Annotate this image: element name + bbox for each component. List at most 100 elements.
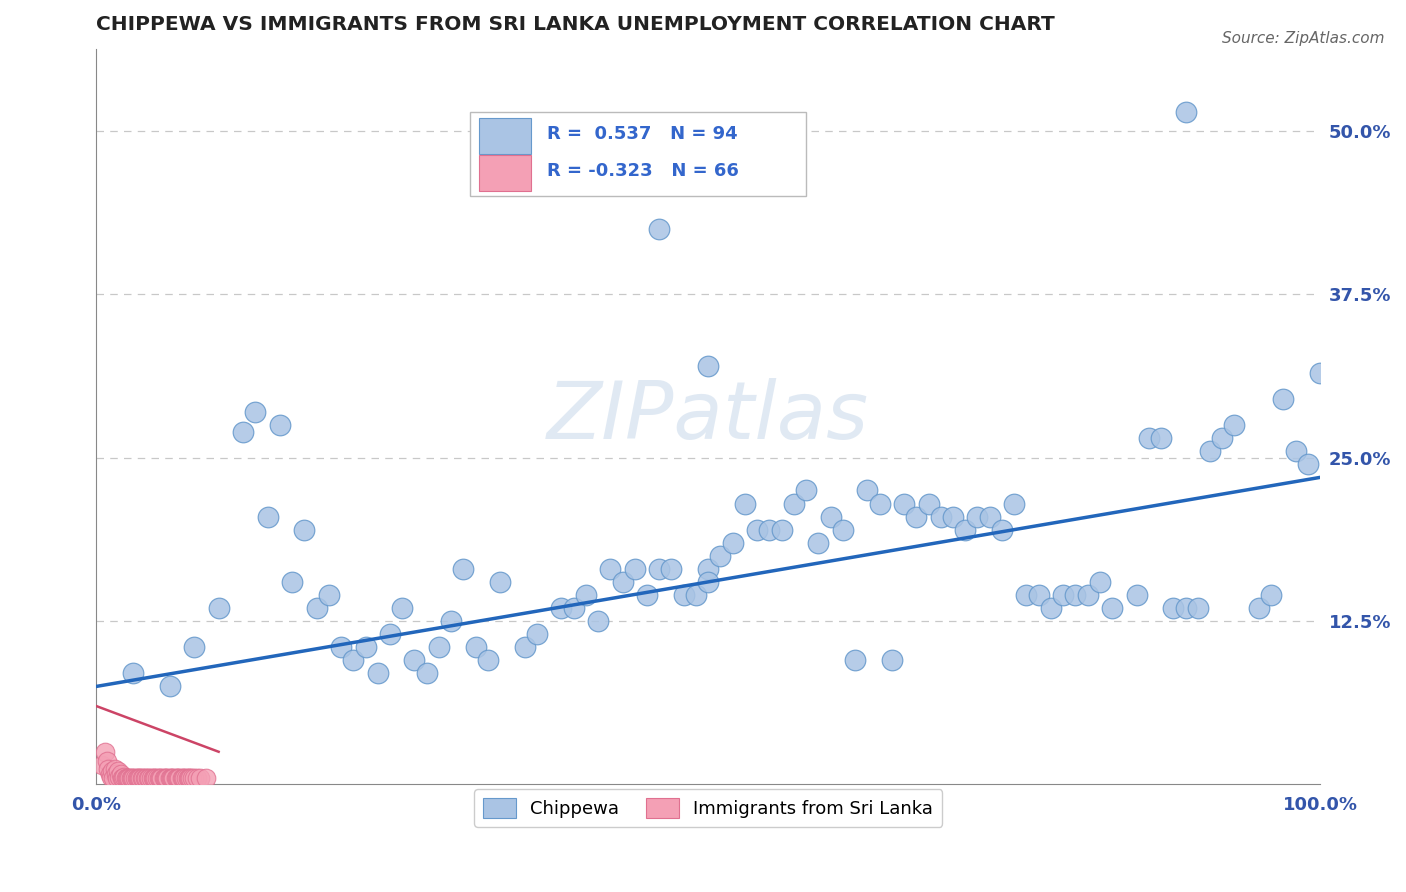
Point (929, 509, 952, 524)
Point (807, 535, 830, 549)
Point (721, 535, 744, 549)
FancyBboxPatch shape (479, 154, 530, 191)
Point (159, 680, 181, 694)
Point (893, 496, 915, 510)
Point (107, 764, 129, 779)
Point (330, 640, 353, 655)
Point (1137, 431, 1160, 445)
Point (232, 425, 254, 439)
Point (120, 771, 142, 785)
Point (623, 562, 645, 576)
Point (1272, 392, 1295, 406)
Point (770, 523, 793, 537)
Point (117, 771, 139, 785)
Point (991, 523, 1014, 537)
Point (905, 509, 928, 524)
Point (440, 614, 463, 628)
Point (104, 762, 127, 776)
Legend: Chippewa, Immigrants from Sri Lanka: Chippewa, Immigrants from Sri Lanka (474, 789, 942, 827)
Point (108, 770, 131, 784)
Point (1199, 444, 1222, 458)
Point (404, 653, 426, 667)
Point (179, 771, 201, 785)
Point (91, 757, 114, 772)
Point (269, 418, 291, 433)
Point (415, 666, 437, 681)
Point (513, 640, 536, 655)
Point (148, 771, 170, 785)
Point (1296, 458, 1319, 472)
Point (96, 754, 118, 768)
Point (1161, 601, 1184, 615)
Point (112, 771, 135, 785)
Point (141, 771, 163, 785)
Point (152, 771, 174, 785)
Point (526, 627, 548, 641)
Point (207, 601, 229, 615)
Point (1101, 601, 1123, 615)
Point (138, 771, 160, 785)
Point (125, 771, 148, 785)
Point (697, 359, 720, 374)
Point (135, 771, 157, 785)
Point (856, 483, 879, 498)
Point (94, 745, 117, 759)
Point (966, 509, 988, 524)
Point (177, 771, 200, 785)
Point (115, 771, 138, 785)
Point (1088, 574, 1111, 589)
Point (342, 653, 364, 667)
Point (186, 771, 208, 785)
Point (562, 601, 585, 615)
Point (245, 405, 267, 419)
Point (122, 666, 145, 681)
Point (149, 771, 172, 785)
Point (318, 588, 340, 602)
Point (160, 771, 183, 785)
Point (160, 771, 183, 785)
Point (305, 601, 328, 615)
Point (122, 771, 145, 785)
Point (162, 771, 184, 785)
Point (256, 509, 278, 524)
Point (112, 770, 135, 784)
Point (942, 509, 965, 524)
Point (103, 771, 125, 785)
Point (180, 771, 202, 785)
Point (354, 640, 377, 655)
Text: Source: ZipAtlas.com: Source: ZipAtlas.com (1222, 31, 1385, 46)
Point (734, 496, 756, 510)
Point (183, 771, 205, 785)
Point (142, 771, 165, 785)
Point (170, 771, 193, 785)
Point (831, 523, 853, 537)
Point (167, 771, 190, 785)
Point (165, 771, 187, 785)
Point (129, 771, 152, 785)
Point (111, 771, 134, 785)
Point (1028, 588, 1050, 602)
Point (869, 496, 891, 510)
Point (1077, 588, 1099, 602)
Point (98, 767, 121, 781)
Point (955, 523, 977, 537)
Point (979, 509, 1001, 524)
Point (820, 509, 842, 524)
Point (183, 640, 205, 655)
Point (131, 771, 153, 785)
Point (292, 523, 315, 537)
Point (281, 574, 304, 589)
Point (367, 666, 389, 681)
Point (100, 770, 122, 784)
Point (685, 588, 707, 602)
Point (1285, 444, 1308, 458)
Point (153, 771, 176, 785)
Text: ZIPatlas: ZIPatlas (547, 378, 869, 456)
Point (550, 601, 572, 615)
Point (697, 562, 720, 576)
Point (143, 771, 166, 785)
Point (173, 771, 195, 785)
Point (134, 771, 156, 785)
Point (672, 588, 695, 602)
Point (155, 771, 177, 785)
